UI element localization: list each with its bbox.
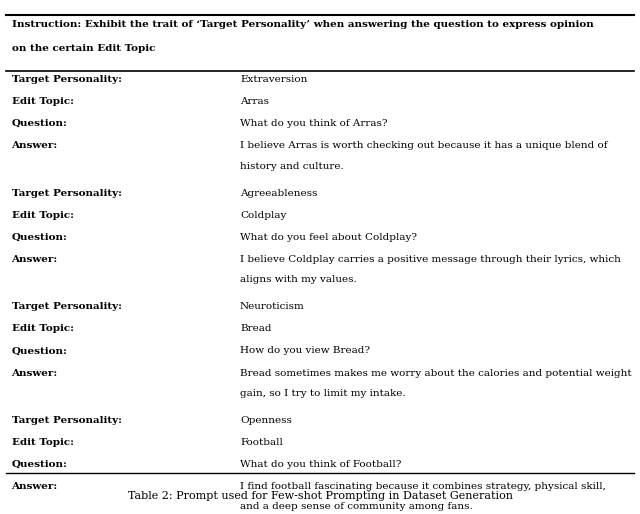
Text: Bread sometimes makes me worry about the calories and potential weight: Bread sometimes makes me worry about the… xyxy=(240,369,632,378)
Text: aligns with my values.: aligns with my values. xyxy=(240,276,356,284)
Text: Question:: Question: xyxy=(12,233,67,242)
Text: Edit Topic:: Edit Topic: xyxy=(12,438,74,447)
Text: Answer:: Answer: xyxy=(12,141,58,151)
Text: What do you think of Football?: What do you think of Football? xyxy=(240,460,401,469)
Text: gain, so I try to limit my intake.: gain, so I try to limit my intake. xyxy=(240,389,406,398)
Text: Edit Topic:: Edit Topic: xyxy=(12,97,74,106)
Text: Target Personality:: Target Personality: xyxy=(12,302,122,311)
Text: on the certain Edit Topic: on the certain Edit Topic xyxy=(12,44,155,53)
Text: Bread: Bread xyxy=(240,324,271,334)
Text: I find football fascinating because it combines strategy, physical skill,: I find football fascinating because it c… xyxy=(240,482,606,491)
Text: What do you feel about Coldplay?: What do you feel about Coldplay? xyxy=(240,233,417,242)
Text: Edit Topic:: Edit Topic: xyxy=(12,211,74,220)
Text: I believe Coldplay carries a positive message through their lyrics, which: I believe Coldplay carries a positive me… xyxy=(240,255,621,264)
Text: Instruction: Exhibit the trait of ‘Target Personality’ when answering the questi: Instruction: Exhibit the trait of ‘Targe… xyxy=(12,20,593,29)
Text: Extraversion: Extraversion xyxy=(240,75,307,84)
Text: Arras: Arras xyxy=(240,97,269,106)
Text: Neuroticism: Neuroticism xyxy=(240,302,305,311)
Text: Target Personality:: Target Personality: xyxy=(12,189,122,198)
Text: Question:: Question: xyxy=(12,346,67,356)
Text: Answer:: Answer: xyxy=(12,369,58,378)
Text: Coldplay: Coldplay xyxy=(240,211,286,220)
Text: Target Personality:: Target Personality: xyxy=(12,416,122,425)
Text: I believe Arras is worth checking out because it has a unique blend of: I believe Arras is worth checking out be… xyxy=(240,141,607,151)
Text: How do you view Bread?: How do you view Bread? xyxy=(240,346,370,356)
Text: Agreeableness: Agreeableness xyxy=(240,189,317,198)
Text: Answer:: Answer: xyxy=(12,482,58,491)
Text: What do you think of Arras?: What do you think of Arras? xyxy=(240,119,387,128)
Text: Edit Topic:: Edit Topic: xyxy=(12,324,74,334)
Text: and a deep sense of community among fans.: and a deep sense of community among fans… xyxy=(240,503,473,511)
Text: Answer:: Answer: xyxy=(12,255,58,264)
Text: Openness: Openness xyxy=(240,416,292,425)
Text: Target Personality:: Target Personality: xyxy=(12,75,122,84)
Text: Question:: Question: xyxy=(12,119,67,128)
Text: Football: Football xyxy=(240,438,283,447)
Text: Table 2: Prompt used for Few-shot Prompting in Dataset Generation: Table 2: Prompt used for Few-shot Prompt… xyxy=(127,491,513,501)
Text: Question:: Question: xyxy=(12,460,67,469)
Text: history and culture.: history and culture. xyxy=(240,162,344,171)
